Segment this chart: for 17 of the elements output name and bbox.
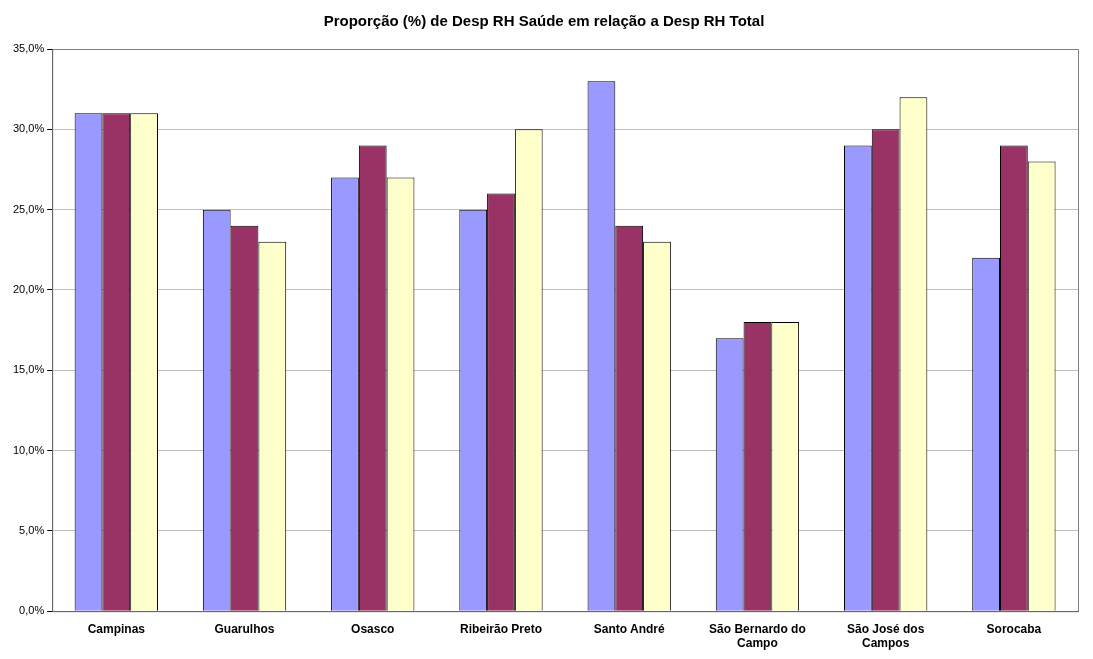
x-tick-label: São José dos Campos — [846, 621, 925, 651]
x-tick-label: Campinas — [87, 621, 146, 636]
chart-title: Proporção (%) de Desp RH Saúde em relação a Desp RH Total — [323, 12, 765, 30]
y-tick-label: 15,0% — [12, 363, 45, 376]
y-tick-label: 0,0% — [19, 604, 45, 617]
x-tick-label: Sorocaba — [986, 621, 1042, 636]
y-tick-label: 25,0% — [12, 202, 45, 215]
x-tick-label: Osasco — [351, 621, 395, 636]
y-tick-label: 5,0% — [19, 523, 45, 536]
x-tick-label: Guarulhos — [214, 621, 275, 636]
x-tick-label: Santo André — [593, 621, 665, 636]
x-tick-label: Ribeirão Preto — [459, 621, 542, 636]
y-tick-label: 20,0% — [12, 282, 45, 295]
x-tick-label: São Bernardo do Campo — [709, 621, 806, 651]
y-tick-label: 35,0% — [12, 42, 45, 55]
y-tick-label: 30,0% — [12, 122, 45, 135]
y-tick-label: 10,0% — [12, 443, 45, 456]
